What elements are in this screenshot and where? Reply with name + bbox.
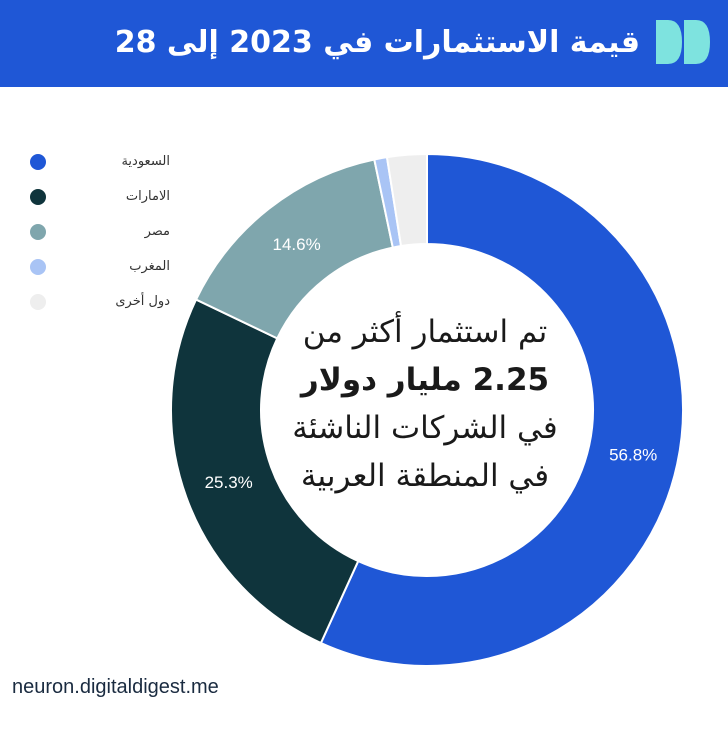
legend-item: السعودية	[30, 150, 170, 185]
legend-swatch	[30, 259, 46, 275]
page-title: قيمة الاستثمارات في 2023 إلى 28 ديسمبر	[114, 25, 640, 118]
legend-label: دول أخرى	[115, 294, 170, 309]
legend-swatch	[30, 224, 46, 240]
legend-item: مصر	[30, 220, 170, 255]
header-bar: قيمة الاستثمارات في 2023 إلى 28 ديسمبر	[0, 0, 728, 118]
summary-line: في المنطقة العربية	[300, 458, 550, 494]
brand-logo-icon	[656, 20, 710, 64]
legend-label: السعودية	[121, 154, 170, 169]
chart-legend: السعودية الامارات مصر المغرب دول أخرى	[30, 150, 170, 325]
legend-label: المغرب	[129, 259, 170, 274]
legend-swatch	[30, 154, 46, 170]
center-summary: تم استثمار أكثر من 2.25 مليار دولار في ا…	[275, 308, 575, 500]
summary-line: تم استثمار أكثر من	[302, 314, 548, 350]
slice-data-label: 14.6%	[273, 235, 321, 254]
donut-slice-4	[385, 152, 428, 248]
legend-label: مصر	[144, 224, 170, 239]
source-url: neuron.digitaldigest.me	[12, 676, 219, 698]
legend-label: الامارات	[125, 189, 170, 204]
legend-swatch	[30, 189, 46, 205]
summary-line: في الشركات الناشئة	[292, 410, 558, 446]
slice-data-label: 25.3%	[205, 473, 253, 492]
summary-amount: 2.25 مليار دولار	[300, 362, 550, 398]
slice-data-label: 56.8%	[609, 446, 657, 465]
donut-slice-0	[319, 152, 684, 667]
legend-item: المغرب	[30, 255, 170, 290]
legend-item: دول أخرى	[30, 290, 170, 325]
donut-slice-1	[170, 298, 360, 645]
legend-item: الامارات	[30, 185, 170, 220]
legend-swatch	[30, 294, 46, 310]
